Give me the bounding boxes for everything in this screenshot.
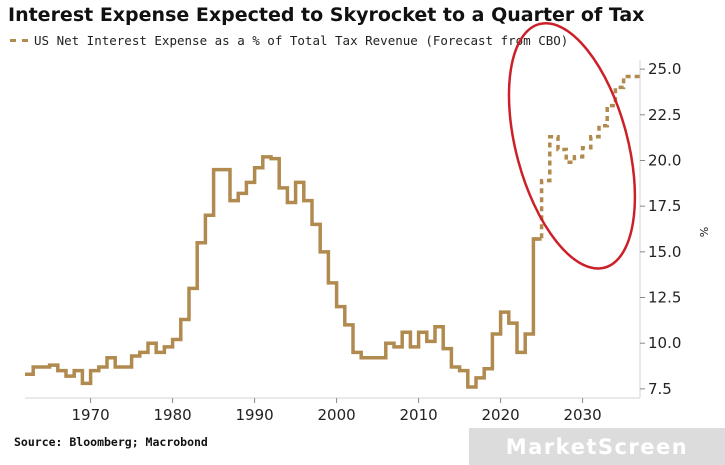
chart-legend: US Net Interest Expense as a % of Total … bbox=[10, 33, 568, 48]
x-tick-label: 2010 bbox=[400, 406, 438, 424]
y-axis-unit: % bbox=[697, 227, 710, 237]
legend-label: US Net Interest Expense as a % of Total … bbox=[34, 33, 569, 48]
forecast-series-line bbox=[533, 74, 640, 241]
legend-swatch bbox=[10, 39, 28, 42]
x-tick-label: 2000 bbox=[318, 406, 356, 424]
source-note: Source: Bloomberg; Macrobond bbox=[14, 435, 208, 449]
historical-series-line bbox=[25, 155, 542, 389]
y-tick-label: 7.5 bbox=[648, 380, 672, 398]
y-tick-label: 22.5 bbox=[648, 106, 681, 124]
x-tick-label: 2020 bbox=[482, 406, 520, 424]
chart-title: Interest Expense Expected to Skyrocket t… bbox=[8, 4, 645, 26]
y-tick-label: 12.5 bbox=[648, 289, 681, 307]
x-tick-label: 2030 bbox=[564, 406, 602, 424]
watermark: MarketScreen bbox=[469, 428, 725, 465]
x-tick-label: 1990 bbox=[236, 406, 274, 424]
forecast-highlight-ellipse bbox=[507, 21, 637, 270]
y-tick-label: 20.0 bbox=[648, 151, 681, 169]
x-tick-label: 1970 bbox=[72, 406, 110, 424]
y-tick-label: 25.0 bbox=[648, 60, 681, 78]
y-tick-label: 17.5 bbox=[648, 197, 681, 215]
x-tick-label: 1980 bbox=[154, 406, 192, 424]
watermark-text: MarketScreen bbox=[505, 434, 689, 459]
y-tick-label: 15.0 bbox=[648, 243, 681, 261]
y-tick-label: 10.0 bbox=[648, 334, 681, 352]
